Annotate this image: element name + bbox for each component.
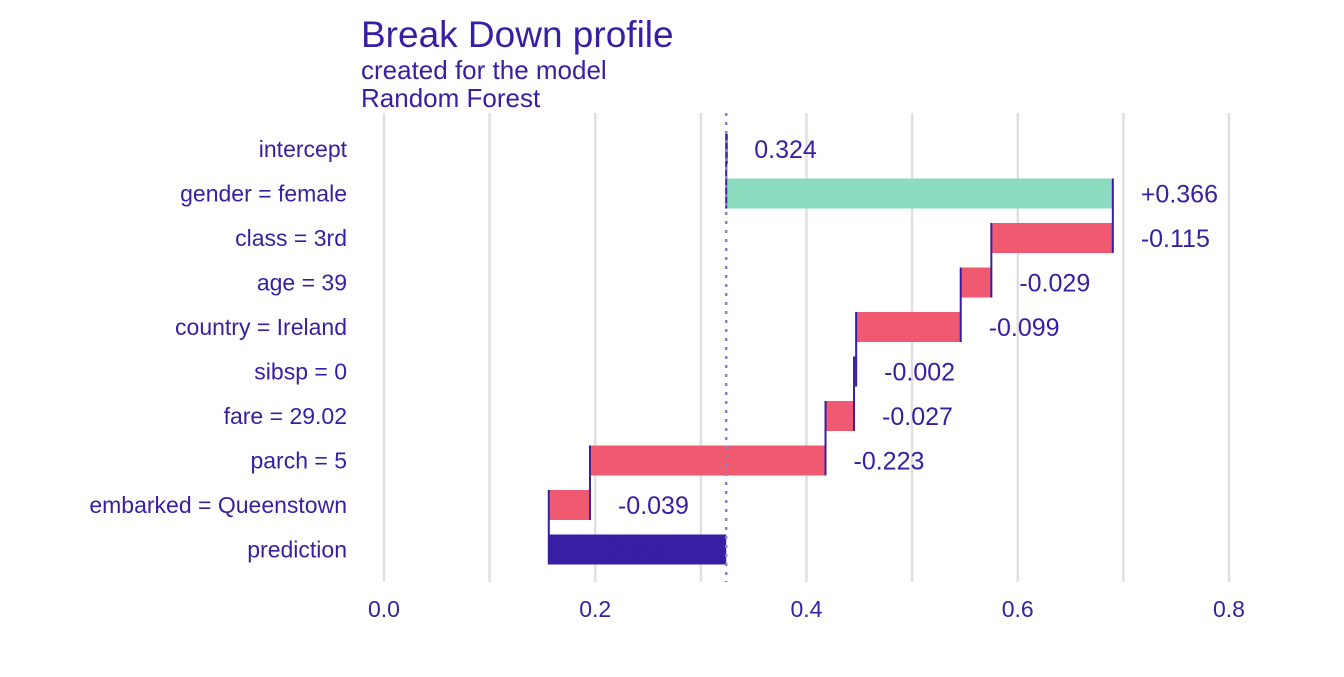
bars-layer: [547, 113, 1114, 582]
data-label: -0.029: [1019, 270, 1090, 298]
y-category-label: class = 3rd: [235, 225, 347, 251]
bar: [548, 490, 590, 520]
x-tick-label: 0.2: [579, 596, 611, 622]
data-label: -0.039: [618, 492, 689, 520]
data-label: -0.115: [1141, 225, 1210, 253]
x-tick-label: 0.6: [1002, 596, 1034, 622]
y-category-label: fare = 29.02: [224, 403, 347, 429]
data-label: -0.027: [882, 403, 953, 431]
y-category-label: embarked = Queenstown: [89, 492, 347, 518]
data-label: -0.099: [989, 314, 1060, 342]
bar: [854, 356, 857, 387]
y-category-label: age = 39: [257, 270, 347, 296]
labels-layer: intercept 0.324 gender = female +0.366 class…: [89, 136, 1218, 565]
chart-subtitle-line-2: Random Forest: [361, 83, 541, 113]
chart-subtitle: created for the model Random Forest: [361, 56, 607, 112]
y-category-label: parch = 5: [250, 448, 347, 474]
bar: [960, 267, 992, 298]
bar: [991, 223, 1113, 253]
bar: [856, 312, 961, 342]
chart-title: Break Down profile: [361, 14, 674, 55]
y-category-label: intercept: [259, 136, 348, 162]
data-label: +0.366: [1141, 181, 1218, 209]
x-tick-label: 0.4: [791, 596, 823, 622]
y-category-label: gender = female: [180, 181, 347, 207]
bar: [825, 401, 855, 431]
data-label: 0.324: [754, 136, 817, 164]
y-category-label: prediction: [247, 537, 347, 563]
x-tick-label: 0.0: [368, 596, 400, 622]
bar: [548, 534, 727, 565]
y-category-label: country = Ireland: [175, 314, 347, 340]
x-axis: 0.0 0.2 0.4 0.6 0.8: [368, 596, 1245, 622]
y-category-label: sibsp = 0: [254, 359, 347, 385]
chart-subtitle-line-1: created for the model: [361, 55, 607, 85]
bar: [589, 445, 826, 476]
data-label: -0.223: [854, 448, 925, 476]
data-label: 0.156: [606, 537, 669, 565]
bar: [726, 178, 1113, 209]
data-label: -0.002: [884, 359, 955, 387]
x-tick-label: 0.8: [1213, 596, 1245, 622]
